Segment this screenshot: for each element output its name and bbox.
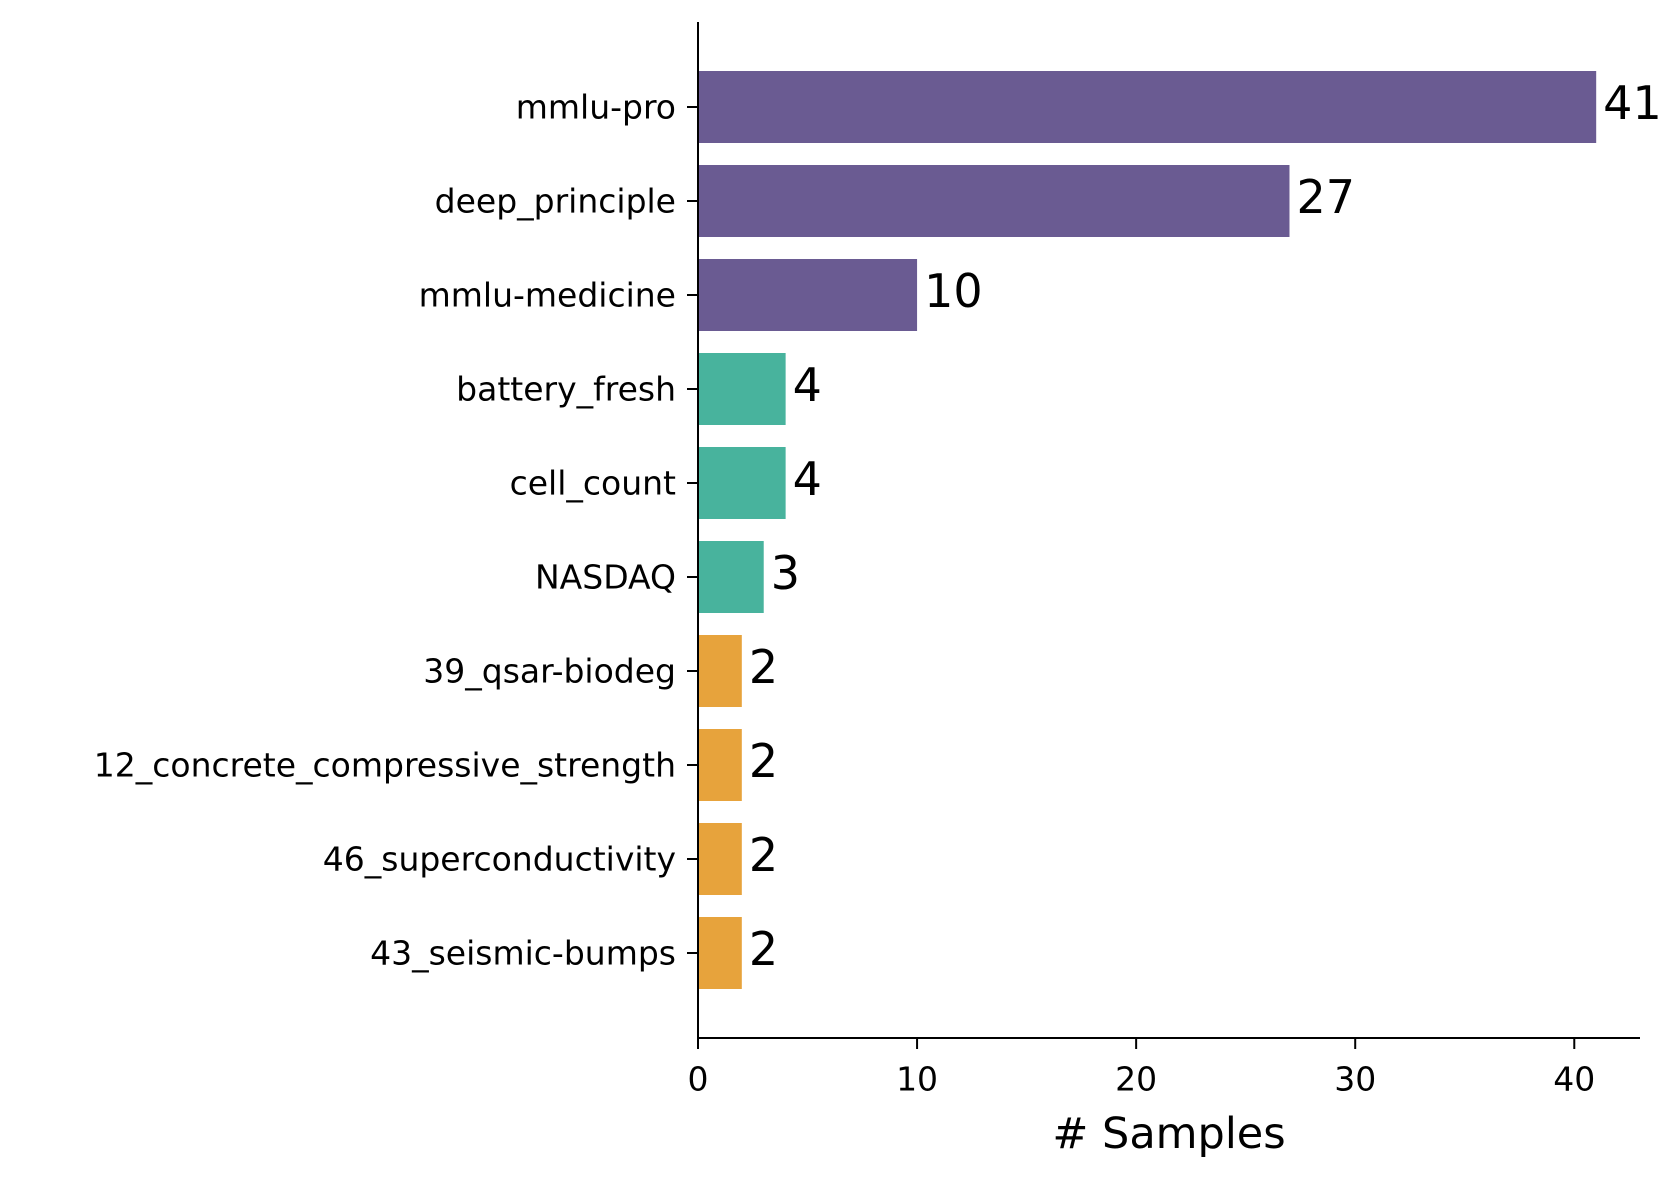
category-label: battery_fresh xyxy=(456,370,676,409)
category-label: mmlu-pro xyxy=(516,88,676,127)
category-label: deep_principle xyxy=(435,182,676,221)
x-axis-title: # Samples xyxy=(1052,1109,1285,1159)
x-tick-label: 0 xyxy=(688,1060,709,1099)
bar-46_superconductivity xyxy=(698,823,742,895)
value-label: 2 xyxy=(749,922,778,976)
bar-43_seismic-bumps xyxy=(698,917,742,989)
value-label: 4 xyxy=(793,358,822,412)
category-label: cell_count xyxy=(510,464,676,503)
x-tick-label: 10 xyxy=(896,1060,938,1099)
axes-layer: 0 10 20 30 40 xyxy=(687,22,1640,1099)
value-label: 3 xyxy=(771,546,800,600)
value-labels-layer: 41 27 10 4 4 3 2 2 2 2 xyxy=(749,76,1662,976)
value-label: 2 xyxy=(749,734,778,788)
bar-39_qsar-biodeg xyxy=(698,635,742,707)
value-label: 4 xyxy=(793,452,822,506)
category-labels-layer: mmlu-pro deep_principle mmlu-medicine batte… xyxy=(94,88,676,973)
value-label: 2 xyxy=(749,828,778,882)
bar-mmlu-pro xyxy=(698,71,1597,143)
value-label: 10 xyxy=(924,264,983,318)
category-label: NASDAQ xyxy=(535,558,676,597)
x-tick-label: 40 xyxy=(1553,1060,1595,1099)
bar-mmlu-medicine xyxy=(698,259,918,331)
bars-layer xyxy=(698,71,1597,989)
x-tick-label: 30 xyxy=(1334,1060,1376,1099)
category-label: 46_superconductivity xyxy=(323,840,676,879)
value-label: 27 xyxy=(1296,170,1355,224)
bar-12_concrete_compressive_strength xyxy=(698,729,742,801)
category-label: mmlu-medicine xyxy=(419,276,676,315)
category-label: 39_qsar-biodeg xyxy=(423,652,676,691)
bar-battery_fresh xyxy=(698,353,786,425)
category-label: 12_concrete_compressive_strength xyxy=(94,746,676,785)
category-label: 43_seismic-bumps xyxy=(370,934,676,973)
bar-cell_count xyxy=(698,447,786,519)
value-label: 2 xyxy=(749,640,778,694)
value-label: 41 xyxy=(1603,76,1662,130)
bar-deep_principle xyxy=(698,165,1290,237)
x-tick-label: 20 xyxy=(1115,1060,1157,1099)
bar-NASDAQ xyxy=(698,541,764,613)
